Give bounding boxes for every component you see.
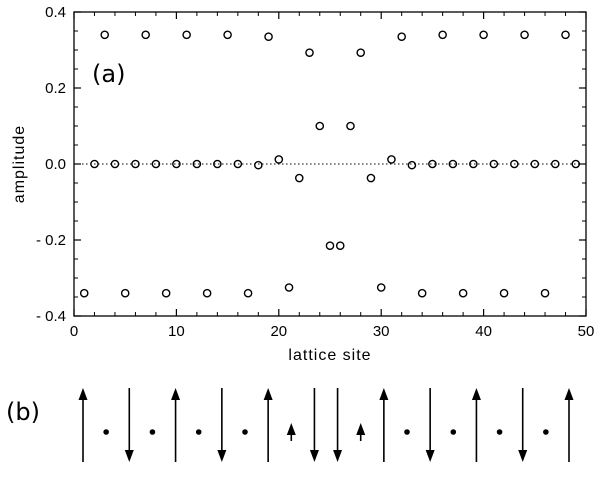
data-point bbox=[213, 159, 222, 169]
y-tick-label: 0.0 bbox=[45, 156, 66, 173]
spin-down-arrow bbox=[333, 388, 343, 462]
spin-zero-dot bbox=[195, 429, 202, 435]
data-points bbox=[79, 30, 581, 298]
data-point bbox=[397, 32, 406, 42]
data-point bbox=[387, 155, 396, 164]
spin-small-up-arrow bbox=[286, 423, 296, 441]
data-point bbox=[131, 159, 140, 169]
data-point bbox=[202, 288, 212, 298]
data-point bbox=[284, 283, 294, 292]
spin-up-arrow bbox=[471, 388, 481, 462]
data-point bbox=[182, 30, 191, 40]
data-point bbox=[233, 159, 243, 169]
data-point bbox=[571, 159, 581, 169]
data-point bbox=[161, 288, 171, 298]
data-point bbox=[469, 159, 478, 169]
data-point bbox=[520, 30, 529, 40]
data-point bbox=[428, 159, 437, 169]
data-point bbox=[448, 159, 458, 169]
x-tick-label: 0 bbox=[70, 323, 78, 340]
spin-zero-dot bbox=[543, 429, 549, 435]
data-point bbox=[192, 159, 202, 169]
x-axis-title: lattice site bbox=[288, 347, 371, 364]
data-point bbox=[325, 241, 335, 250]
data-point bbox=[172, 159, 181, 169]
data-point bbox=[417, 288, 427, 298]
spin-up-arrow bbox=[263, 388, 273, 462]
data-point bbox=[254, 160, 263, 170]
data-point bbox=[540, 288, 550, 298]
spin-zero-dot bbox=[103, 429, 109, 435]
spin-zero-dot bbox=[242, 429, 248, 435]
data-point bbox=[499, 288, 509, 298]
spin-up-arrow bbox=[78, 388, 88, 462]
data-point bbox=[530, 159, 540, 169]
data-point bbox=[438, 30, 447, 40]
data-point bbox=[550, 159, 560, 169]
data-point bbox=[141, 30, 150, 40]
spin-up-arrow bbox=[379, 388, 389, 462]
data-point bbox=[223, 30, 232, 40]
data-point bbox=[458, 288, 468, 298]
data-point bbox=[100, 30, 110, 40]
data-point bbox=[356, 48, 366, 57]
data-point bbox=[346, 121, 355, 131]
data-point bbox=[305, 48, 314, 57]
spin-zero-dot bbox=[404, 429, 410, 435]
axis-ticks bbox=[73, 11, 587, 317]
panel-a-chart: 0 10 20 30 40 50 - 0.4 - 0.2 0.0 0.2 0.4 (a) latt… bbox=[11, 4, 594, 364]
data-point bbox=[274, 155, 284, 164]
data-point bbox=[151, 159, 161, 169]
data-point bbox=[561, 30, 570, 40]
data-point bbox=[79, 288, 89, 298]
data-point bbox=[376, 283, 386, 292]
x-tick-labels: 0 10 20 30 40 50 bbox=[70, 323, 595, 340]
spin-chain bbox=[78, 388, 574, 462]
data-point bbox=[90, 159, 99, 169]
data-point bbox=[294, 173, 304, 183]
data-point bbox=[110, 159, 120, 169]
spin-down-arrow bbox=[309, 388, 319, 462]
data-point bbox=[335, 241, 345, 250]
x-tick-label: 10 bbox=[168, 323, 185, 340]
panel-b-diagram: (b) bbox=[6, 388, 574, 462]
spin-up-arrow bbox=[171, 388, 181, 462]
y-axis-title: amplitude bbox=[11, 125, 28, 203]
spin-down-arrow bbox=[124, 388, 134, 462]
spin-down-arrow bbox=[217, 388, 227, 462]
data-point bbox=[315, 121, 325, 131]
data-point bbox=[243, 288, 253, 298]
data-point bbox=[366, 173, 376, 183]
spin-down-arrow bbox=[425, 388, 435, 462]
panel-label-b: (b) bbox=[6, 398, 40, 426]
y-tick-label: 0.2 bbox=[45, 80, 66, 97]
spin-up-arrow bbox=[564, 388, 574, 462]
spin-small-up-arrow bbox=[356, 423, 366, 441]
y-tick-label: - 0.2 bbox=[36, 232, 66, 249]
y-tick-labels: - 0.4 - 0.2 0.0 0.2 0.4 bbox=[36, 4, 66, 325]
y-tick-label: 0.4 bbox=[45, 4, 66, 21]
x-tick-label: 40 bbox=[475, 323, 492, 340]
x-tick-label: 30 bbox=[373, 323, 390, 340]
spin-down-arrow bbox=[518, 388, 528, 462]
x-tick-label: 50 bbox=[578, 323, 595, 340]
data-point bbox=[264, 32, 273, 42]
y-tick-label: - 0.4 bbox=[36, 308, 66, 325]
spin-zero-dot bbox=[496, 429, 503, 435]
spin-zero-dot bbox=[149, 429, 156, 435]
data-point bbox=[479, 30, 488, 40]
data-point bbox=[510, 159, 519, 169]
data-point bbox=[120, 288, 130, 298]
spin-zero-dot bbox=[450, 429, 457, 435]
data-point bbox=[407, 160, 417, 170]
panel-label-a: (a) bbox=[92, 60, 125, 88]
x-tick-label: 20 bbox=[270, 323, 287, 340]
data-point bbox=[489, 159, 499, 169]
